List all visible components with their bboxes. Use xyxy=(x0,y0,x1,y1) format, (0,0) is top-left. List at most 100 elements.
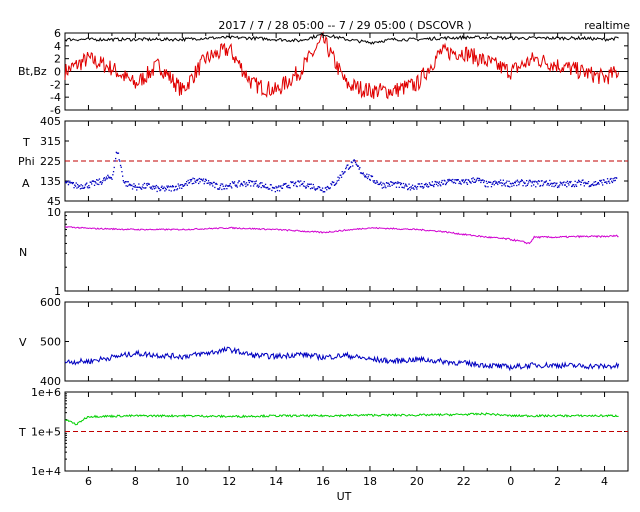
phi-point xyxy=(437,185,439,187)
phi-point xyxy=(214,183,217,185)
phi-point xyxy=(533,181,535,183)
phi-point xyxy=(392,183,395,185)
phi-point xyxy=(274,191,276,193)
phi-point xyxy=(352,165,354,167)
phi-point xyxy=(586,182,588,184)
phi-point xyxy=(438,182,440,184)
phi-point xyxy=(284,183,286,185)
phi-point xyxy=(550,182,552,184)
phi-point xyxy=(609,182,611,184)
phi-point xyxy=(356,164,358,166)
phi-point xyxy=(393,183,395,185)
phi-point xyxy=(613,180,615,182)
phi-point xyxy=(392,181,394,184)
phi-point xyxy=(245,185,247,188)
phi-point xyxy=(248,179,250,182)
x-tick-label: 10 xyxy=(175,475,189,488)
phi-y-ticks: 405 315 225 135 45 xyxy=(40,115,628,208)
phi-point xyxy=(307,183,309,185)
phi-point xyxy=(504,185,507,187)
phi-point xyxy=(503,184,505,186)
phi-point xyxy=(351,161,353,164)
phi-point xyxy=(433,183,436,186)
phi-point xyxy=(294,183,296,185)
phi-point xyxy=(454,182,457,184)
phi-point xyxy=(612,178,614,180)
phi-point xyxy=(616,177,618,179)
phi-point xyxy=(129,184,131,186)
phi-point xyxy=(313,186,315,188)
phi-point xyxy=(519,180,521,183)
phi-point xyxy=(439,184,441,186)
phi-point xyxy=(375,182,377,184)
phi-point xyxy=(420,186,422,188)
phi-point xyxy=(164,190,166,192)
phi-point xyxy=(185,183,187,185)
phi-point xyxy=(573,185,576,188)
phi-point xyxy=(151,188,153,190)
phi-point xyxy=(506,180,508,182)
phi-point xyxy=(164,187,167,189)
phi-point xyxy=(527,183,529,185)
phi-point xyxy=(551,185,553,187)
phi-point xyxy=(98,183,100,186)
phi-point xyxy=(156,190,158,193)
phi-point xyxy=(227,185,229,187)
phi-point xyxy=(502,182,504,184)
phi-point xyxy=(83,187,85,189)
phi-point xyxy=(240,183,242,185)
phi-point xyxy=(421,185,424,188)
phi-point xyxy=(428,185,430,188)
phi-point xyxy=(544,181,546,184)
phi-point xyxy=(431,181,433,183)
phi-point xyxy=(321,187,324,189)
phi-point xyxy=(161,185,163,187)
x-tick-label: 2 xyxy=(554,475,561,488)
y-tick-label: 315 xyxy=(40,135,61,148)
phi-point xyxy=(416,186,419,188)
phi-point xyxy=(585,183,587,185)
phi-point xyxy=(217,188,219,190)
phi-point xyxy=(584,181,586,184)
phi-point xyxy=(65,182,67,184)
phi-point xyxy=(526,180,528,182)
phi-point xyxy=(462,179,464,181)
phi-point xyxy=(207,182,209,184)
phi-point xyxy=(414,185,416,187)
phi-point xyxy=(443,179,445,181)
phi-point xyxy=(413,188,415,190)
phi-point xyxy=(479,179,481,181)
phi-point xyxy=(532,180,534,183)
phi-point xyxy=(193,182,195,184)
phi-point xyxy=(242,184,244,187)
phi-point xyxy=(285,182,287,185)
phi-point xyxy=(288,184,290,187)
phi-point xyxy=(401,186,403,188)
phi-point xyxy=(112,174,114,176)
phi-point xyxy=(500,182,502,184)
phi-point xyxy=(578,179,580,181)
phi-point xyxy=(238,180,240,182)
x-axis-label: UT xyxy=(337,490,352,503)
phi-point xyxy=(262,185,264,187)
phi-point xyxy=(104,179,106,182)
phi-point xyxy=(267,186,269,189)
temperature-series xyxy=(65,412,628,432)
phi-point xyxy=(432,184,434,187)
phi-point xyxy=(238,180,241,182)
phi-point xyxy=(359,167,361,169)
phi-point xyxy=(400,182,402,185)
phi-point xyxy=(409,189,412,191)
phi-point xyxy=(394,182,396,184)
y-tick-label: 1e+6 xyxy=(31,386,61,399)
phi-point xyxy=(196,179,198,182)
phi-point xyxy=(326,185,329,188)
phi-point xyxy=(381,184,383,186)
phi-point xyxy=(461,179,463,181)
phi-point xyxy=(119,164,122,167)
phi-point xyxy=(332,181,334,184)
phi-point xyxy=(175,185,177,187)
phi-point xyxy=(190,180,192,182)
phi-point xyxy=(470,182,472,184)
phi-point xyxy=(469,181,471,183)
